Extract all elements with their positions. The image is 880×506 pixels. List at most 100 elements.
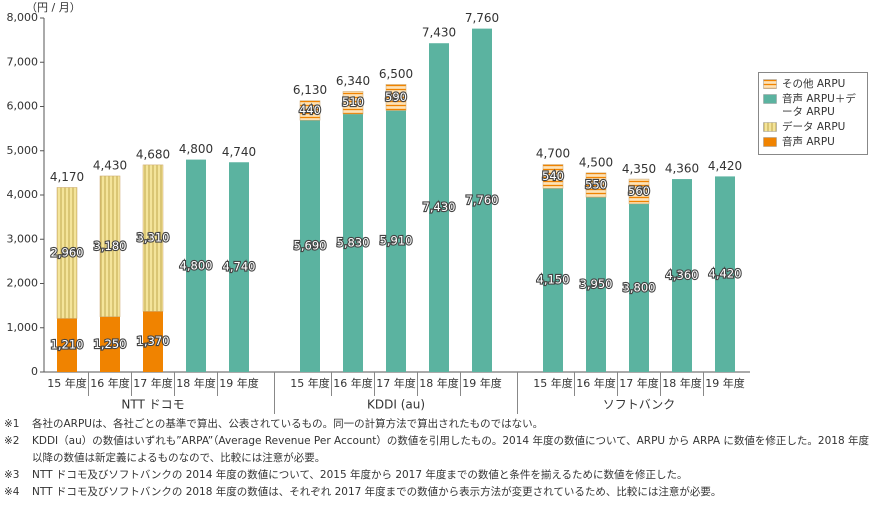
bar-segment [429, 43, 449, 372]
bar-segment [586, 197, 606, 372]
total-label: 6,130 [293, 83, 327, 97]
bar-segment [142, 164, 164, 312]
notes: ※1 各社のARPUは、各社ごとの基準で算出、公表されているもの。同一の計算方法で… [4, 416, 876, 501]
y-tick-label: 2,000 [7, 277, 39, 290]
bar-segment [543, 188, 563, 372]
data-label: 5,690 [294, 239, 327, 253]
bar-segment [472, 28, 492, 373]
note-mark: ※4 [4, 486, 20, 498]
note-text: NTT ドコモ及びソフトバンクの 2018 年度の数値は、それぞれ 2017 年… [32, 486, 722, 498]
bar-segment [385, 84, 407, 111]
bar-segment [343, 114, 363, 373]
x-tick-label: 19 年度 [219, 376, 259, 390]
bar-segment [672, 179, 692, 372]
legend-label: データ ARPU [782, 121, 846, 133]
legend-swatch-fill [763, 137, 777, 147]
note-mark: ※3 [4, 469, 20, 481]
total-label: 4,350 [622, 162, 656, 176]
x-tick-label: 15 年度 [47, 376, 87, 390]
data-label: 1,250 [94, 337, 127, 351]
y-tick-label: 5,000 [7, 144, 39, 157]
data-label: 7,430 [423, 200, 456, 214]
bar-segment [715, 176, 735, 372]
total-label: 6,500 [379, 67, 413, 81]
legend-item: データ ARPU [763, 121, 863, 134]
legend-swatch [763, 137, 777, 147]
bar-segment [585, 172, 607, 198]
legend-label: 音声 ARPU＋データ ARPU [782, 93, 856, 118]
legend-swatch-fill [763, 79, 777, 89]
x-tick-label: 18 年度 [176, 376, 216, 390]
legend-swatch-fill [763, 94, 777, 104]
data-label: 4,150 [537, 273, 570, 287]
legend-swatch [763, 122, 777, 132]
total-label: 7,430 [422, 26, 456, 40]
x-tick-label: 19 年度 [705, 376, 745, 390]
data-label: 3,950 [580, 277, 613, 291]
x-tick-label: 15 年度 [533, 376, 573, 390]
data-label: 590 [385, 90, 407, 104]
group-label: NTT ドコモ [121, 398, 184, 412]
y-tick-label: 4,000 [7, 188, 39, 201]
unit-label: （円 / 月） [26, 1, 81, 14]
legend-swatch [763, 94, 777, 104]
note: ※2 KDDI（au）の数値はいずれも”ARPA”（Average Revenue… [4, 433, 876, 467]
y-tick-label: 7,000 [7, 55, 39, 68]
x-tick-label: 18 年度 [419, 376, 459, 390]
bar-segment [99, 175, 121, 317]
data-label: 1,210 [51, 338, 84, 352]
y-tick-label: 1,000 [7, 321, 39, 334]
data-label: 4,360 [666, 268, 699, 282]
note: ※4 NTT ドコモ及びソフトバンクの 2018 年度の数値は、それぞれ 2017… [4, 484, 876, 501]
total-label: 4,430 [93, 158, 127, 172]
bar-segment [629, 203, 649, 372]
legend-swatch [763, 79, 777, 89]
total-label: 4,360 [665, 162, 699, 176]
total-label: 4,500 [579, 155, 613, 169]
legend-item: 音声 ARPU [763, 136, 863, 149]
x-tick-label: 18 年度 [662, 376, 702, 390]
bar-segment [386, 110, 406, 373]
total-label: 4,800 [179, 142, 213, 156]
total-label: 6,340 [336, 74, 370, 88]
bar-segment [229, 162, 249, 372]
note-mark: ※1 [4, 418, 20, 430]
legend-swatch-fill [763, 122, 777, 132]
x-tick-label: 17 年度 [376, 376, 416, 390]
data-label: 7,760 [466, 193, 499, 207]
note-text: KDDI（au）の数値はいずれも”ARPA”（Average Revenue P… [32, 435, 869, 464]
total-label: 4,700 [536, 147, 570, 161]
note-mark: ※2 [4, 435, 20, 447]
x-tick-label: 19 年度 [462, 376, 502, 390]
data-label: 4,800 [180, 258, 213, 272]
bar-segment [542, 164, 564, 189]
data-label: 510 [342, 95, 364, 109]
bar-segment [143, 311, 163, 372]
bar-segment [100, 316, 120, 372]
data-label: 5,910 [380, 234, 413, 248]
x-tick-label: 15 年度 [290, 376, 330, 390]
data-label: 3,180 [94, 239, 127, 253]
bar-segment [57, 318, 77, 372]
group-label: ソフトバンク [603, 398, 676, 412]
bar-segment [628, 178, 650, 205]
bar-segment [186, 159, 206, 372]
total-label: 4,170 [50, 170, 84, 184]
legend: その他 ARPU 音声 ARPU＋データ ARPU データ ARPU 音声 ARPU [758, 72, 868, 155]
bar-segment [300, 120, 320, 372]
data-label: 440 [299, 103, 321, 117]
x-tick-label: 16 年度 [90, 376, 130, 390]
data-label: 3,800 [623, 280, 656, 294]
y-tick-label: 3,000 [7, 232, 39, 245]
total-label: 7,760 [465, 11, 499, 25]
data-label: 1,370 [137, 334, 170, 348]
note-text: NTT ドコモ及びソフトバンクの 2014 年度の数値について、2015 年度か… [32, 469, 688, 481]
y-tick-label: 8,000 [7, 11, 39, 24]
data-label: 3,310 [137, 231, 170, 245]
x-tick-label: 17 年度 [133, 376, 173, 390]
x-tick-label: 16 年度 [333, 376, 373, 390]
data-label: 4,740 [223, 260, 256, 274]
chart: （円 / 月） 0 1,000 2,000 3,000 4,000 5,000 6,000 7… [7, 1, 750, 414]
data-label: 5,830 [337, 236, 370, 250]
